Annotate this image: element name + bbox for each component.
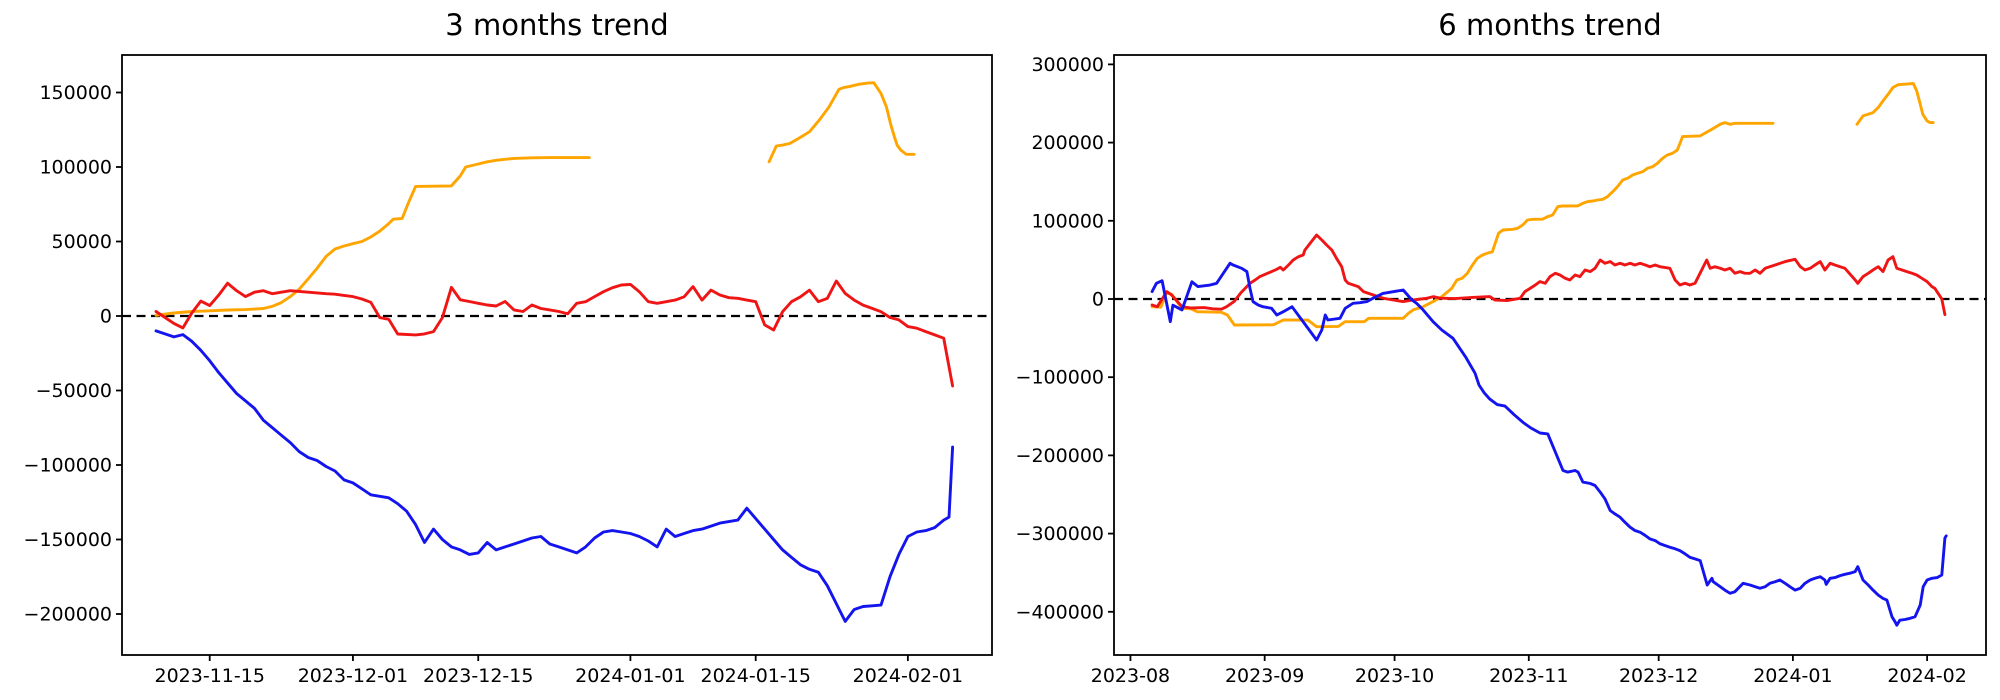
axes-frame [121,54,993,656]
x-tick-label: 2024-02-01 [853,665,963,687]
x-tick-label: 2024-02 [1887,665,1966,687]
y-tick-label: 0 [1092,288,1104,310]
orange-series [767,81,916,164]
x-tick-label: 2023-12-15 [423,665,533,687]
y-tick-label: −300000 [1016,523,1104,545]
y-tick-label: −200000 [24,603,112,625]
axes-6-months: 2023-08 2023-09 2023-10 2023-11 2023-12 2024-… [1016,54,1987,687]
orange-series [1150,121,1775,329]
blue-series [154,329,955,623]
x-tick-label: 2023-10 [1355,665,1434,687]
y-tick-label: 0 [100,305,112,327]
y-tick-label: 150000 [39,82,112,104]
y-tick-label: −150000 [24,529,112,551]
x-tick-label: 2023-12-01 [298,665,408,687]
x-tick-label: 2023-08 [1091,665,1170,687]
y-tick-label: 50000 [52,231,112,253]
y-tick-label: 100000 [39,157,112,179]
x-tick-label: 2023-09 [1225,665,1304,687]
y-tick-label: 300000 [1031,54,1104,76]
orange-series [154,156,591,317]
y-tick-label: 200000 [1031,132,1104,154]
blue-series [1150,261,1948,627]
y-tick-label: 100000 [1031,210,1104,232]
y-tick-label: −100000 [24,454,112,476]
x-tick-label: 2024-01-15 [700,665,810,687]
chart-title-6-months: 6 months trend [1438,8,1662,42]
orange-series [1855,82,1935,126]
x-tick-label: 2024-01 [1753,665,1832,687]
red-series [1150,233,1947,317]
axes-frame [1113,54,1987,656]
y-tick-label: −400000 [1016,601,1104,623]
chart-title-3-months: 3 months trend [445,8,669,42]
x-tick-label: 2024-01-01 [575,665,685,687]
axes-3-months: 2023-11-15 2023-12-01 2023-12-15 2024-01-01… [24,54,993,687]
y-tick-label: −50000 [36,380,112,402]
x-tick-label: 2023-11-15 [155,665,265,687]
x-tick-label: 2023-11 [1489,665,1568,687]
x-tick-label: 2023-12 [1619,665,1698,687]
y-tick-label: −100000 [1016,367,1104,389]
y-tick-label: −200000 [1016,445,1104,467]
red-series [154,279,955,388]
